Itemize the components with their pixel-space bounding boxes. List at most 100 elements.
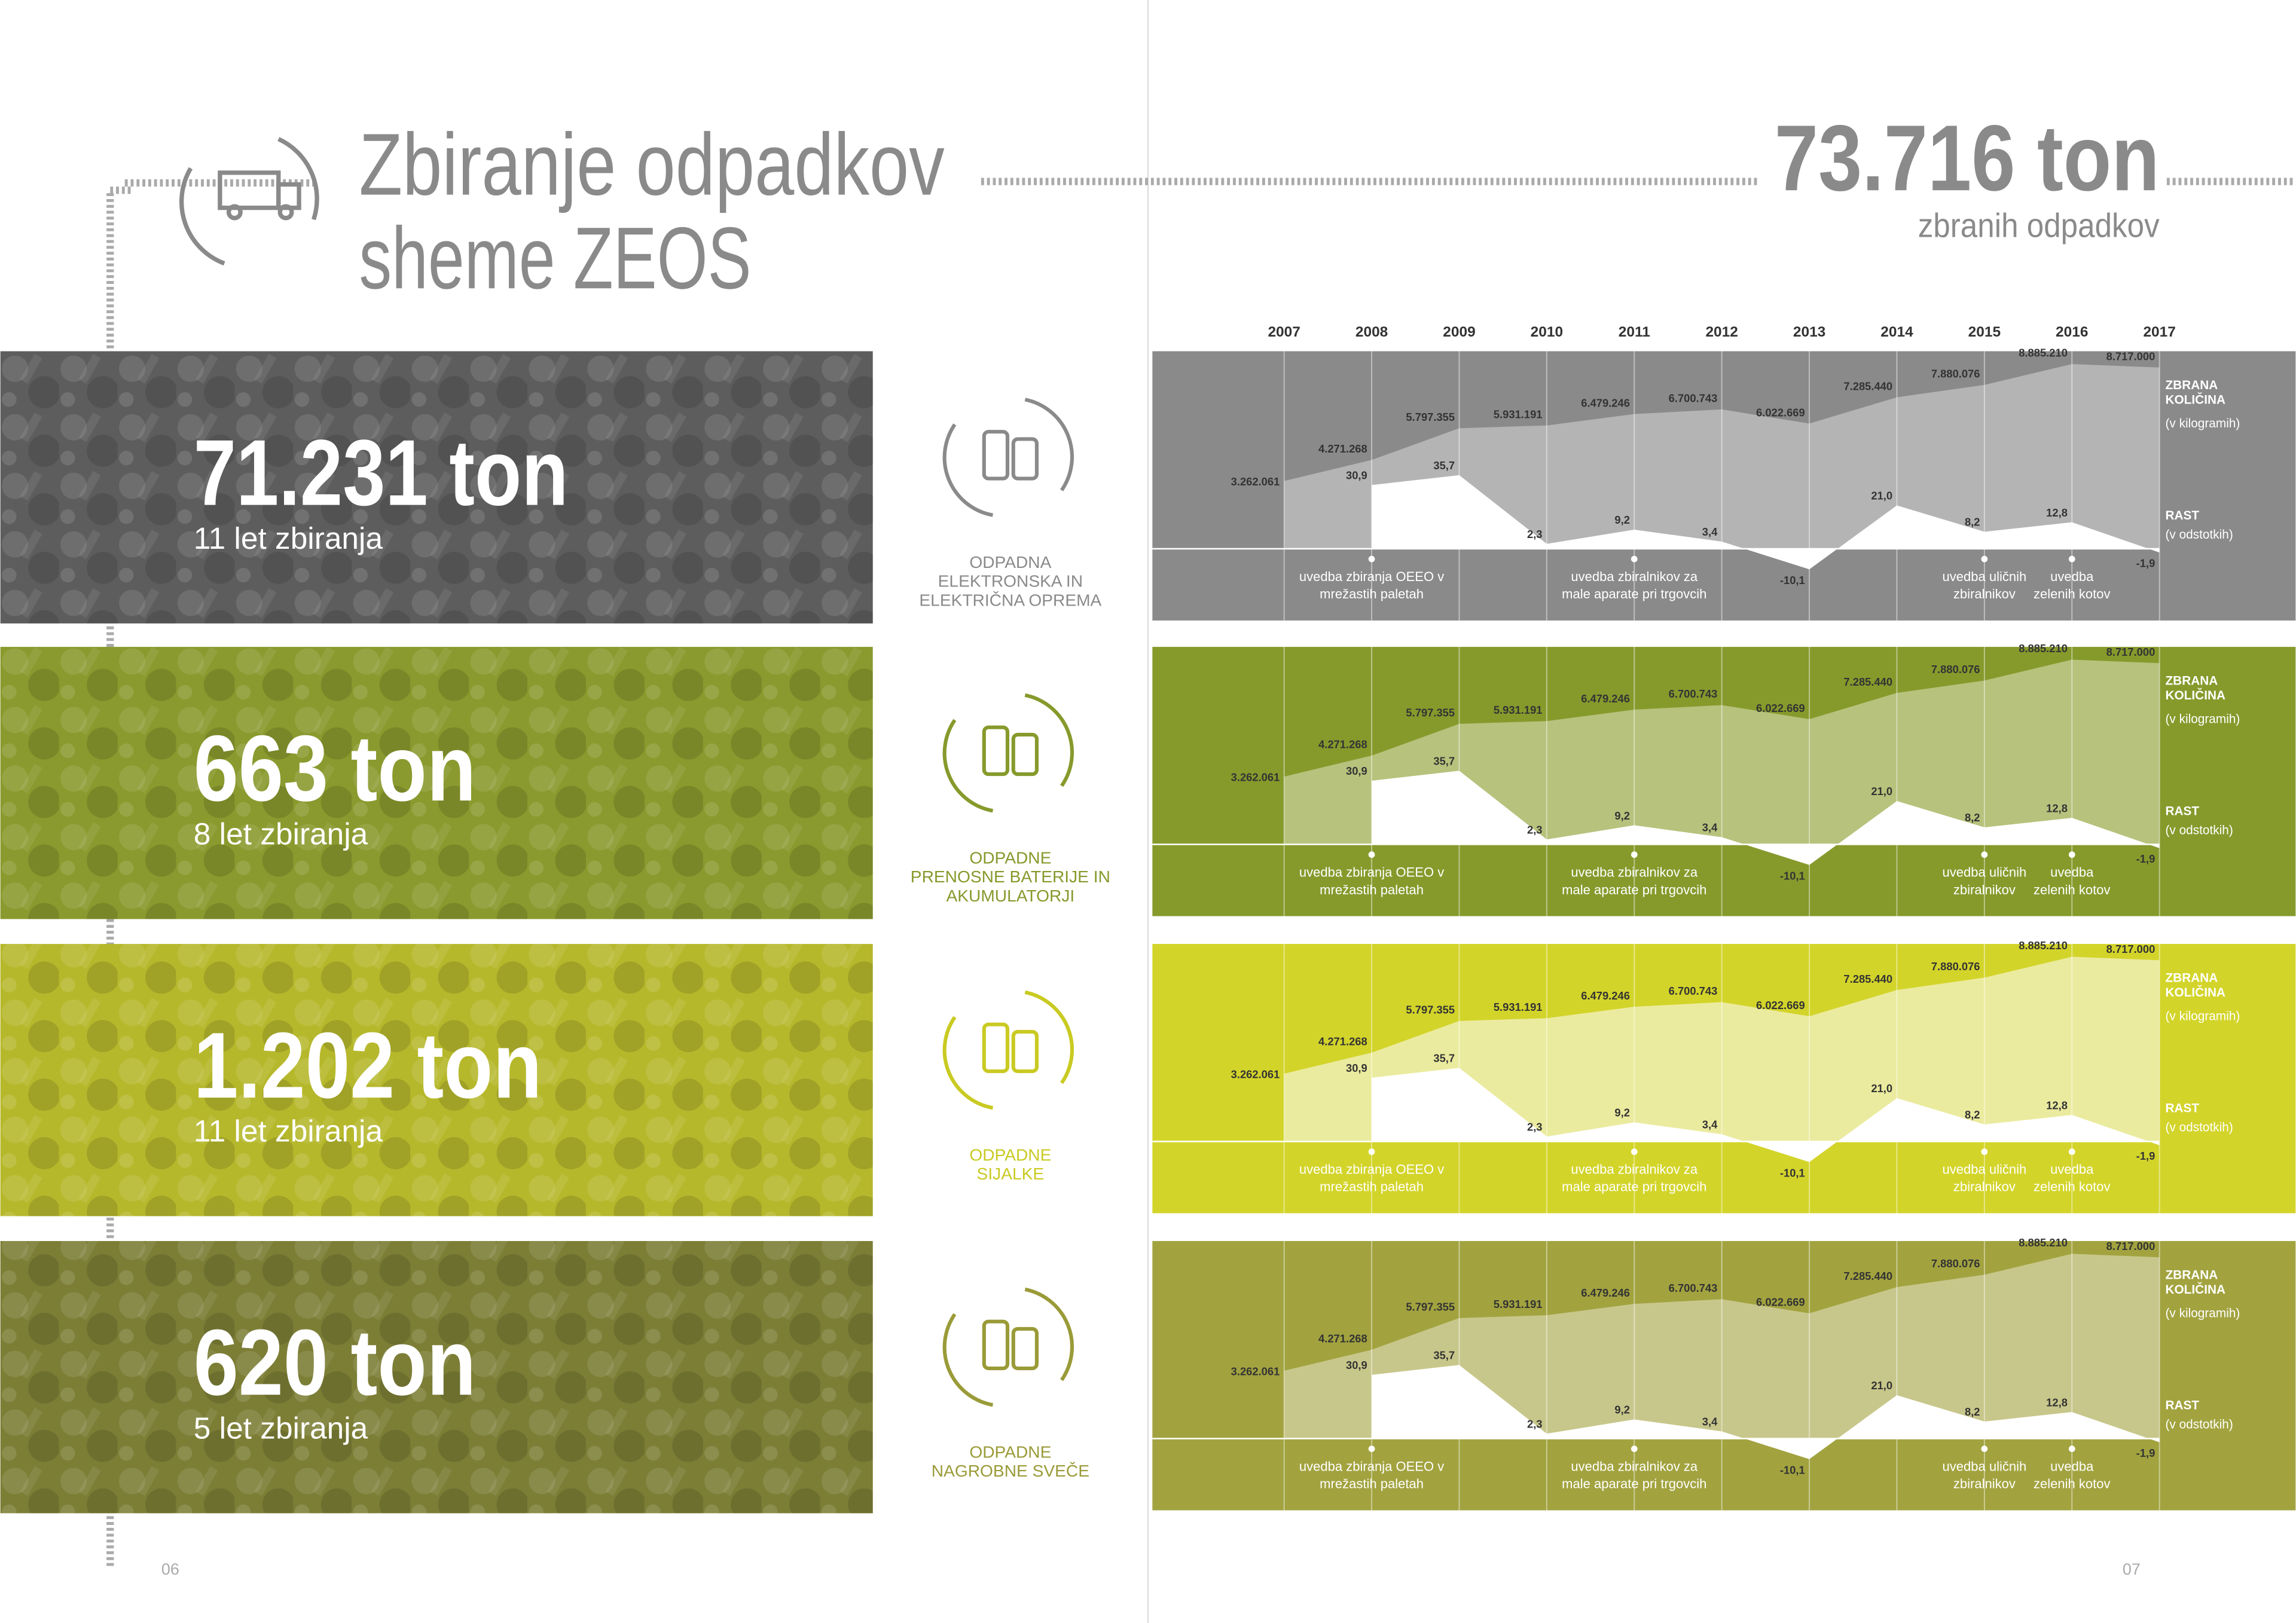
stream-label: ODPADNE [969,848,1051,867]
growth-label: 9,2 [1614,514,1630,526]
annotation-dot [1368,1445,1375,1453]
annotation: uvedba [2050,1162,2094,1176]
icon-arrow [942,1313,994,1407]
photo-texture [0,647,873,919]
growth-label: 8,2 [1965,811,1980,824]
stream-period: 5 let zbiranja [194,1411,368,1445]
amount-label: 4.271.268 [1318,442,1367,455]
series-unit-box: (v kilogramih) [2165,415,2240,430]
amount-label: 7.880.076 [1931,960,1980,973]
icon-item [982,725,1010,777]
stream-label: PRENOSNE BATERIJE IN [911,867,1110,886]
growth-label: 2,3 [1527,1120,1543,1133]
annotation: uvedba zbiranja OEEO v [1299,1162,1444,1176]
growth-area [1372,1068,2160,1162]
total: 73.716 ton [1775,106,2160,210]
title: sheme ZEOS [359,209,751,307]
series-name-box: RAST [2165,803,2199,818]
growth-label: 8,2 [1965,1108,1980,1121]
amount-label: 4.271.268 [1318,1332,1367,1345]
series-unit: (v odstotkih) [2165,1416,2233,1432]
amount-label: 3.262.061 [1231,1068,1280,1080]
growth-label: 3,4 [1702,821,1718,834]
amount-label: 6.700.743 [1669,1282,1718,1294]
annotation: male aparate pri trgovcih [1562,1179,1706,1194]
amount-label: 5.931.191 [1494,1001,1543,1013]
x-tick-label: 2008 [1355,324,1388,340]
amount-label: 8.717.000 [2106,350,2155,363]
amount-label: 8.717.000 [2106,1240,2155,1252]
icon-arrow [1024,990,1074,1084]
growth-label: -10,1 [1780,1463,1805,1476]
annotation: mrežastih paletah [1320,586,1424,601]
series-unit-box: (v odstotkih) [2165,1120,2233,1134]
annotation-dot [2068,1148,2075,1156]
series-name-box: ZBRANA KOLIČINA [2165,1267,2225,1297]
growth-area [1372,771,2160,865]
amount-label: 7.285.440 [1843,380,1892,392]
series-unit: (v odstotkih) [2165,527,2233,542]
amount-label: 7.880.076 [1931,663,1980,676]
icon-arrow [1024,398,1074,491]
annotation-dot [1981,555,1988,563]
amount-label: 5.931.191 [1494,408,1543,420]
amount-label: 7.285.440 [1843,676,1892,688]
annotation: zbiralnikov [1953,1179,2016,1194]
stream-label: ODPADNE [969,1145,1051,1164]
growth-label: 3,4 [1702,1416,1718,1428]
amount-label: 6.479.246 [1581,989,1630,1002]
x-tick-label: 2007 [1268,324,1300,340]
annotation-dot [1631,851,1638,858]
series-unit-box: (v odstotkih) [2165,823,2233,837]
annotation: uvedba [2050,1459,2094,1474]
annotation: zbiralnikov [1953,586,2016,601]
stream-amount: 620 ton [194,1310,476,1415]
amount-label: 3.262.061 [1231,475,1280,488]
amount-label: 6.700.743 [1669,687,1718,700]
stream-icon [942,1287,1074,1407]
annotation-dot [1368,851,1375,858]
amount-label: 3.262.061 [1231,771,1280,783]
growth-label: 35,7 [1433,1052,1455,1065]
x-tick-label: 2017 [2143,324,2175,340]
growth-label: -10,1 [1780,869,1805,882]
stream-period: 11 let zbiranja [194,1114,383,1148]
series-unit-box: (v kilogramih) [2165,1306,2240,1320]
amount-label: 8.717.000 [2106,943,2155,955]
annotation-dot [1368,555,1375,563]
stream-label: ELEKTRIČNA OPREMA [919,591,1101,610]
growth-label: 3,4 [1702,1118,1718,1131]
icon-item [1011,1326,1039,1371]
growth-label: 21,0 [1871,1379,1892,1392]
x-tick-label: 2012 [1705,324,1738,340]
amount-label: 5.797.355 [1406,411,1455,423]
amount-label: 8.885.210 [2019,1236,2068,1249]
growth-label: 30,9 [1346,1062,1367,1074]
growth-label: 9,2 [1614,1107,1630,1119]
series-unit-box: (v odstotkih) [2165,527,2233,542]
amount-label: 8.885.210 [2019,642,2068,655]
growth-label: 35,7 [1433,755,1455,768]
amount-label: 8.885.210 [2019,347,2068,359]
amount-label: 6.022.669 [1756,999,1805,1011]
amount-label: 5.797.355 [1406,707,1455,719]
series-unit: (v kilogramih) [2165,1008,2240,1023]
annotation: zelenih kotov [2034,882,2111,897]
annotation: uvedba uličnih [1942,569,2026,584]
annotation: uvedba zbiralnikov za [1571,864,1697,879]
annotation-dot [1631,1445,1638,1453]
growth-label: 3,4 [1702,525,1718,538]
amount-area [1284,363,2160,549]
growth-label: 35,7 [1433,1349,1455,1362]
annotation: mrežastih paletah [1320,1179,1424,1194]
annotation-dot [2068,851,2075,858]
amount-label: 3.262.061 [1231,1365,1280,1377]
annotation: zbiralnikov [1953,1477,2016,1491]
icon-item [1011,732,1039,777]
x-tick-label: 2013 [1793,324,1825,340]
icon-item [982,1319,1010,1371]
growth-area [1372,475,2160,570]
stream-amount: 663 ton [194,716,476,821]
annotation: uvedba [2050,864,2094,879]
